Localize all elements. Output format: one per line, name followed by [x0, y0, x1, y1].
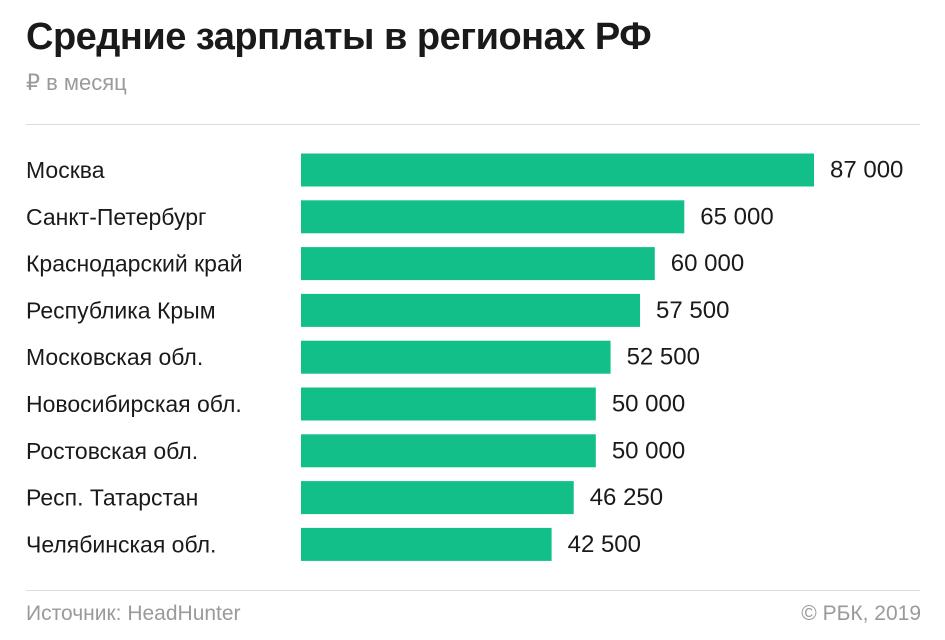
category-label: Санкт-Петербург: [26, 204, 206, 230]
copyright-note: © РБК, 2019: [801, 602, 921, 625]
chart-title: Средние зарплаты в регионах РФ: [26, 16, 652, 58]
bar: [301, 434, 596, 468]
chart-subtitle: ₽ в месяц: [26, 70, 127, 95]
category-label: Краснодарский край: [26, 251, 243, 277]
category-label: Респ. Татарстан: [26, 485, 198, 511]
value-label: 60 000: [671, 250, 744, 277]
category-label: Новосибирская обл.: [26, 391, 242, 417]
value-label: 65 000: [700, 203, 773, 230]
bar: [301, 387, 596, 421]
category-label: Челябинская обл.: [26, 531, 216, 557]
category-label: Москва: [26, 157, 105, 183]
value-label: 46 250: [590, 484, 663, 511]
value-label: 42 500: [568, 531, 641, 558]
value-label: 50 000: [612, 391, 685, 418]
bar: [301, 293, 641, 327]
bar: [301, 340, 611, 374]
value-label: 50 000: [612, 437, 685, 464]
bar: [301, 247, 655, 281]
value-label: 52 500: [627, 344, 700, 371]
category-label: Московская обл.: [26, 344, 203, 370]
source-note: Источник: HeadHunter: [26, 602, 241, 625]
top-divider: [26, 124, 920, 125]
bar: [301, 153, 814, 187]
bar: [301, 481, 574, 515]
bottom-divider: [26, 590, 920, 591]
bar: [301, 200, 685, 234]
category-label: Республика Крым: [26, 297, 216, 323]
category-label: Ростовская обл.: [26, 438, 198, 464]
bar: [301, 527, 552, 561]
value-label: 57 500: [656, 297, 729, 324]
value-label: 87 000: [830, 157, 903, 184]
